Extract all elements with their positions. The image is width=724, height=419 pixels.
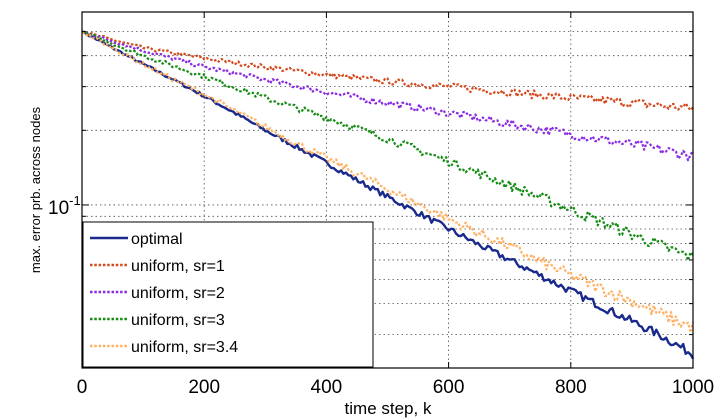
legend-label: uniform, sr=3 [131, 312, 225, 329]
legend-box [82, 221, 374, 368]
series-line [81, 30, 694, 162]
y-tick-label-major: 10-1 [48, 193, 81, 219]
x-tick-label: 600 [433, 377, 465, 398]
series-line [81, 30, 695, 360]
x-tick-label: 800 [555, 377, 587, 398]
x-tick-label: 0 [77, 377, 88, 398]
y-axis-title: max. error prb. across nodes [28, 106, 43, 273]
series-line [81, 30, 694, 262]
x-tick-label: 200 [188, 377, 220, 398]
series-lines [81, 30, 695, 360]
legend-label: uniform, sr=3.4 [131, 339, 238, 356]
series-line [81, 31, 694, 112]
x-tick-labels: 0 200 400 600 800 1000 [77, 377, 714, 398]
legend-label: uniform, sr=2 [131, 285, 225, 302]
plot-frame [81, 11, 694, 369]
grid-lines [82, 12, 693, 368]
legend-label: uniform, sr=1 [131, 258, 225, 275]
legend: optimal uniform, sr=1 uniform, sr=2 uniform… [82, 221, 374, 368]
x-tick-label: 1000 [672, 377, 714, 398]
legend-label: optimal [131, 231, 183, 248]
series-line [81, 31, 695, 334]
x-tick-label: 400 [311, 377, 343, 398]
x-axis-title: time step, k [345, 399, 432, 418]
